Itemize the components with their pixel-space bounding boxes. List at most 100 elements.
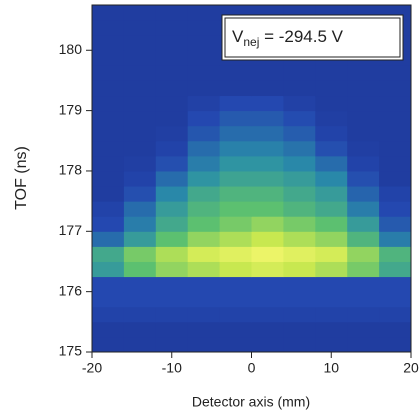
heatmap-cell	[155, 5, 189, 21]
heatmap-cell	[315, 170, 348, 187]
heatmap-cell	[219, 110, 252, 127]
heatmap-cell	[92, 291, 125, 308]
heatmap-cell	[155, 140, 189, 157]
annotation-inner-border	[224, 17, 401, 58]
heatmap-cell	[379, 186, 412, 202]
heatmap-cell	[92, 20, 125, 36]
heatmap-cell	[315, 246, 348, 262]
heatmap-cell	[379, 80, 412, 97]
heatmap-cell	[283, 170, 316, 187]
annotation-sub: nej	[243, 35, 259, 49]
heatmap-cell	[283, 65, 316, 81]
heatmap-cell	[155, 50, 189, 66]
heatmap-cell	[187, 246, 221, 262]
heatmap-cell	[155, 291, 189, 308]
heatmap-cell	[123, 336, 157, 353]
heatmap-cell	[123, 50, 157, 66]
heatmap-cell	[283, 261, 316, 278]
heatmap-cell	[347, 306, 380, 323]
heatmap-cell	[123, 216, 157, 232]
heatmap-cell	[123, 95, 157, 112]
heatmap-cell	[251, 291, 284, 308]
heatmap-cell	[155, 321, 189, 338]
heatmap-cell	[187, 110, 221, 127]
heatmap-cell	[187, 5, 221, 21]
heatmap-cell	[379, 65, 412, 81]
heatmap-cell	[347, 216, 380, 232]
heatmap-cell	[315, 80, 348, 97]
y-tick-label: 180	[59, 41, 83, 57]
heatmap-cell	[347, 246, 380, 262]
heatmap-cell	[347, 125, 380, 142]
heatmap-cell	[219, 155, 252, 172]
heatmap-cell	[187, 231, 221, 247]
heatmap-cell	[155, 276, 189, 293]
y-tick-label: 176	[59, 282, 83, 298]
y-tick-label: 177	[59, 222, 83, 238]
annotation-rest: = -294.5 V	[259, 27, 343, 46]
heatmap-cell	[379, 201, 412, 217]
heatmap-cell	[283, 201, 316, 217]
heatmap-cell	[347, 155, 380, 172]
heatmap-cell	[379, 231, 412, 247]
heatmap-cell	[283, 321, 316, 338]
heatmap-cell	[123, 20, 157, 36]
heatmap-cell	[187, 201, 221, 217]
heatmap-cell	[219, 140, 252, 157]
y-tick-label: 175	[59, 343, 83, 359]
heatmap-cell	[251, 216, 284, 232]
heatmap-cell	[315, 125, 348, 142]
x-tick-label: -20	[82, 360, 102, 376]
heatmap-cell	[379, 261, 412, 278]
heatmap-cell	[155, 110, 189, 127]
heatmap-cell	[347, 110, 380, 127]
heatmap-cell	[92, 155, 125, 172]
heatmap-cell	[379, 246, 412, 262]
heatmap-cell	[251, 80, 284, 97]
heatmap-cell	[219, 201, 252, 217]
annotation: Vnej = -294.5 V	[232, 27, 344, 49]
heatmap-cell	[379, 306, 412, 323]
heatmap-cell	[187, 140, 221, 157]
heatmap-cell	[251, 321, 284, 338]
heatmap-cell	[92, 80, 125, 97]
heatmap-cell	[347, 65, 380, 81]
heatmap-cell	[155, 261, 189, 278]
heatmap	[92, 5, 412, 353]
heatmap-cell	[347, 80, 380, 97]
heatmap-cell	[92, 170, 125, 187]
heatmap-cell	[251, 246, 284, 262]
heatmap-cell	[92, 125, 125, 142]
heatmap-cell	[187, 336, 221, 353]
heatmap-cell	[219, 65, 252, 81]
heatmap-cell	[219, 276, 252, 293]
heatmap-cell	[347, 170, 380, 187]
annotation-box	[221, 14, 404, 61]
y-axis-label: TOF (ns)	[13, 146, 30, 210]
heatmap-cell	[155, 80, 189, 97]
heatmap-cell	[219, 216, 252, 232]
heatmap-cell	[155, 65, 189, 81]
heatmap-cell	[379, 110, 412, 127]
heatmap-cell	[251, 336, 284, 353]
heatmap-cell	[283, 246, 316, 262]
heatmap-cell	[379, 170, 412, 187]
heatmap-cell	[155, 155, 189, 172]
heatmap-cell	[315, 276, 348, 293]
heatmap-cell	[251, 201, 284, 217]
heatmap-cell	[187, 261, 221, 278]
heatmap-cell	[92, 65, 125, 81]
heatmap-cell	[187, 95, 221, 112]
heatmap-cell	[251, 95, 284, 112]
heatmap-cell	[123, 140, 157, 157]
heatmap-cell	[315, 261, 348, 278]
heatmap-cell	[123, 65, 157, 81]
heatmap-cell	[155, 170, 189, 187]
heatmap-cell	[315, 186, 348, 202]
heatmap-cell	[187, 321, 221, 338]
heatmap-cell	[379, 336, 412, 353]
heatmap-cell	[347, 321, 380, 338]
heatmap-cell	[187, 216, 221, 232]
heatmap-cell	[92, 231, 125, 247]
heatmap-cell	[92, 261, 125, 278]
